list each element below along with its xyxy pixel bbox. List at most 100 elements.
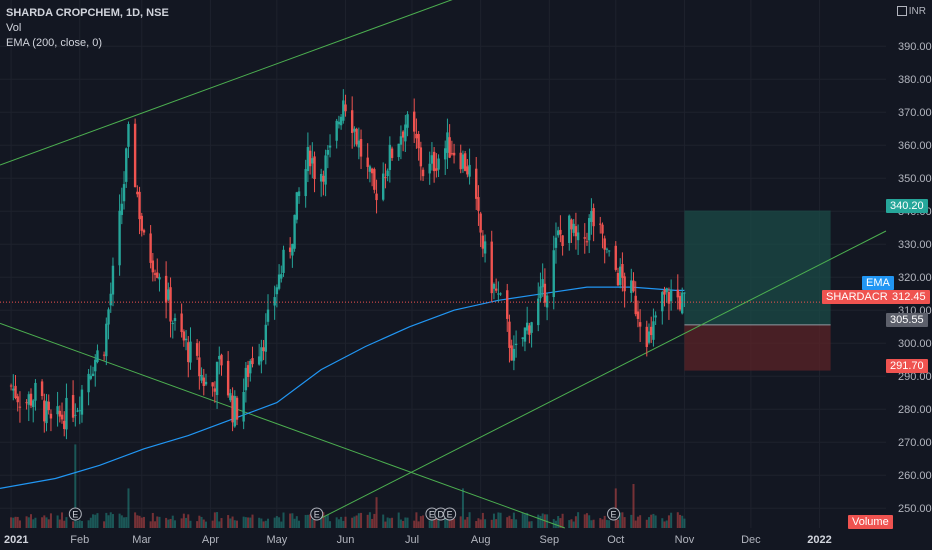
candle-body <box>645 326 648 347</box>
candle-body <box>339 116 343 126</box>
candle-body <box>12 388 15 391</box>
volume-bar <box>125 517 128 528</box>
candle-body <box>275 287 279 295</box>
candle-body <box>111 265 115 295</box>
trendlines[interactable] <box>0 0 887 529</box>
volume-bar <box>601 519 604 528</box>
volume-bar <box>140 517 143 528</box>
volume-bar <box>384 521 387 528</box>
volume-bar <box>320 512 323 528</box>
volume-bar <box>605 519 608 528</box>
volume-bar <box>375 497 378 528</box>
volume-bar <box>353 516 356 528</box>
volume-bar <box>399 519 402 528</box>
symbol-legend[interactable]: SHARDA CROPCHEM, 1D, NSE <box>6 7 169 19</box>
volume-bar <box>468 512 471 528</box>
time-axis[interactable]: 2021 Feb Mar Apr May Jun Jul Aug Sep Oct Nov Dec 202… <box>4 534 832 546</box>
volume-bar <box>506 517 509 528</box>
earnings-circle-icon <box>607 507 621 521</box>
candle-body <box>322 175 325 182</box>
volume-bar <box>508 515 511 528</box>
candle-body <box>14 385 17 399</box>
volume-bar <box>368 512 371 528</box>
volume-bar <box>278 517 281 528</box>
time-axis-label: Jun <box>337 534 355 546</box>
candle-body <box>277 274 281 289</box>
volume-bar <box>173 520 176 528</box>
volume-bar <box>444 514 447 528</box>
candle-body <box>497 293 500 295</box>
candle-body <box>304 169 307 197</box>
position-tool[interactable] <box>684 210 831 371</box>
candle-body <box>324 155 327 185</box>
volume-bar <box>329 521 332 528</box>
ema-200-line <box>0 286 685 489</box>
candle-body <box>291 243 294 256</box>
candle-body <box>568 215 571 244</box>
currency-badge[interactable]: INR <box>896 6 926 17</box>
candle-body <box>386 170 389 177</box>
volume-bar <box>435 513 438 528</box>
candle-body <box>428 163 431 174</box>
volume-bar <box>324 516 327 528</box>
volume-bar <box>80 520 83 528</box>
candle-body <box>452 152 456 156</box>
candle-body <box>468 164 471 177</box>
volume-bar <box>355 515 358 528</box>
volume-bar <box>27 517 30 528</box>
candle-body <box>149 233 152 263</box>
candle-body <box>634 295 637 315</box>
volume-bar <box>630 514 633 528</box>
volume-bar <box>583 514 586 528</box>
volume-bar <box>30 514 33 528</box>
volume-bar <box>568 520 571 528</box>
earnings-marker[interactable]: E <box>607 507 621 521</box>
candle-body <box>306 147 310 172</box>
candle-body <box>102 354 106 356</box>
candle-body <box>510 345 513 361</box>
earnings-marker[interactable]: E <box>443 507 457 521</box>
candle-body <box>359 139 363 157</box>
price-axis-label: 390.00 <box>898 41 932 53</box>
volume-bar <box>654 515 657 528</box>
volume-bar <box>521 512 524 528</box>
volume-bar <box>282 512 285 528</box>
volume-bar <box>92 514 95 528</box>
volume-bar <box>652 513 655 528</box>
candle-body <box>413 111 416 132</box>
volume-legend[interactable]: Vol <box>6 22 22 34</box>
ema-legend[interactable]: EMA (200, close, 0) <box>6 37 102 49</box>
candle-body <box>556 230 560 236</box>
price-axis[interactable]: 250.00260.00270.00280.00290.00300.00310.… <box>898 41 932 515</box>
candle-body <box>419 147 423 167</box>
candle-body <box>202 377 205 387</box>
candle-body <box>541 279 544 288</box>
volume-bar <box>167 519 170 528</box>
volume-bar <box>417 521 420 528</box>
volume-bar <box>663 521 666 528</box>
volume-bar <box>96 513 99 528</box>
volume-bar <box>218 521 221 528</box>
volume-bar <box>335 517 338 528</box>
volume-bar <box>142 516 145 528</box>
candle-body <box>87 373 90 393</box>
earnings-marker[interactable]: E <box>68 507 82 521</box>
candle-body <box>288 247 292 252</box>
earnings-marker[interactable]: E <box>310 507 324 521</box>
volume-bar <box>512 512 515 528</box>
volume-bar <box>650 514 653 528</box>
candle-body <box>120 203 124 215</box>
volume-bar <box>18 520 21 528</box>
volume-bar <box>366 514 369 528</box>
candle-body <box>171 323 174 325</box>
candle-body <box>375 193 378 201</box>
earnings-marker[interactable]: D <box>434 507 448 521</box>
volume-bar <box>258 517 261 528</box>
candle-body <box>481 235 485 249</box>
target-zone <box>684 210 831 325</box>
candle-body <box>94 359 97 372</box>
volume-bar <box>244 517 247 528</box>
candle-body <box>29 393 33 406</box>
